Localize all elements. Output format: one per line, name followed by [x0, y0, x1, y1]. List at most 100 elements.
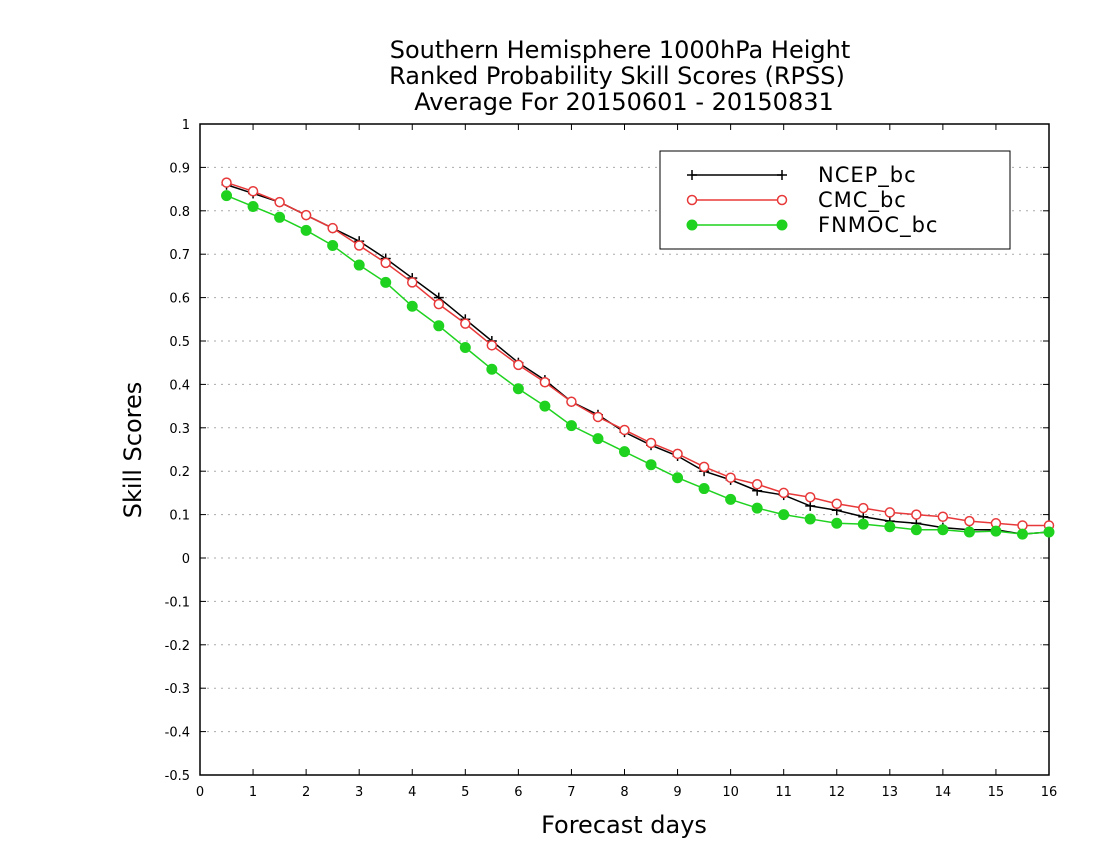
- data-point: [751, 502, 763, 514]
- y-axis-label: Skill Scores: [119, 382, 147, 519]
- data-point: [778, 509, 790, 521]
- legend-label: FNMOC_bc: [818, 213, 938, 238]
- data-point: [831, 517, 843, 529]
- x-tick-label: 3: [355, 785, 363, 800]
- data-point: [592, 411, 604, 423]
- data-point: [353, 240, 365, 251]
- data-point: [1043, 526, 1055, 538]
- legend-item: NCEP_bc: [687, 163, 917, 188]
- data-point: [672, 472, 684, 484]
- data-point: [831, 498, 842, 509]
- data-point: [698, 483, 710, 495]
- data-point: [539, 376, 551, 388]
- data-point: [380, 276, 392, 288]
- title-line-1: Southern Hemisphere 1000hPa Height: [390, 36, 850, 64]
- data-point: [725, 493, 737, 505]
- data-point: [300, 209, 312, 221]
- y-tick-label: 0.9: [169, 161, 190, 176]
- series-cmc-bc: [221, 177, 1055, 531]
- data-point: [1017, 520, 1028, 531]
- legend-marker: [686, 194, 698, 206]
- data-point: [247, 200, 259, 212]
- data-point: [725, 472, 736, 483]
- data-point: [619, 424, 630, 436]
- data-point: [937, 524, 949, 536]
- data-point: [433, 298, 445, 310]
- legend-item: FNMOC_bc: [686, 213, 938, 238]
- x-tick-label: 16: [1041, 785, 1058, 800]
- y-tick-label: 0.5: [169, 335, 190, 350]
- data-series: [221, 177, 1055, 540]
- y-tick-label: 0.7: [169, 248, 190, 263]
- data-point: [433, 320, 445, 332]
- x-tick-label: 5: [461, 785, 469, 800]
- y-tick-label: 0.6: [169, 292, 190, 307]
- x-tick-label: 1: [249, 785, 257, 800]
- y-tick-label: 0.3: [169, 422, 190, 437]
- axes: -0.5 -0.4 -0.3 -0.2 -0.1 0 0.1 0.2 0.3 0.4 0.5 0.6 0…: [165, 118, 1058, 800]
- y-tick-label: -0.3: [165, 682, 190, 697]
- data-point: [645, 459, 657, 471]
- legend-label: NCEP_bc: [818, 163, 917, 188]
- x-tick-label: 14: [935, 785, 952, 800]
- data-point: [539, 400, 551, 412]
- data-point: [565, 420, 577, 432]
- x-tick-label: 15: [988, 785, 1005, 800]
- data-point: [221, 177, 232, 188]
- data-point: [857, 518, 869, 530]
- data-point: [512, 383, 524, 395]
- data-point: [805, 500, 816, 511]
- data-point: [858, 502, 869, 514]
- data-point: [751, 478, 763, 490]
- data-point: [300, 224, 312, 236]
- data-point: [592, 433, 604, 445]
- x-tick-label: 12: [828, 785, 845, 800]
- data-point: [990, 525, 1002, 537]
- data-point: [1016, 528, 1028, 540]
- data-point: [380, 257, 391, 269]
- series-fnmoc-bc: [221, 190, 1055, 540]
- data-point: [884, 507, 896, 518]
- x-tick-label: 4: [408, 785, 416, 800]
- data-point: [619, 446, 630, 458]
- x-tick-label: 6: [514, 785, 522, 800]
- data-point: [327, 240, 339, 252]
- legend-marker: [686, 219, 698, 231]
- y-tick-label: -0.2: [165, 639, 190, 654]
- y-tick-label: 0.4: [169, 378, 190, 393]
- x-tick-label: 13: [882, 785, 899, 800]
- legend-marker: [687, 170, 697, 180]
- data-point: [459, 342, 471, 354]
- data-point: [274, 196, 285, 208]
- x-tick-label: 0: [196, 785, 204, 800]
- data-point: [911, 509, 922, 520]
- y-tick-label: 0.2: [169, 465, 190, 480]
- data-point: [486, 363, 498, 375]
- data-point: [778, 487, 789, 499]
- data-point: [964, 515, 975, 527]
- legend-label: CMC_bc: [818, 188, 907, 213]
- data-point: [804, 513, 816, 525]
- y-tick-label: 0.8: [169, 205, 190, 220]
- y-tick-label: 0.1: [169, 509, 190, 524]
- title-line-3: Average For 20150601 - 20150831: [414, 88, 834, 116]
- data-point: [937, 511, 949, 523]
- legend-item: CMC_bc: [686, 188, 907, 213]
- title-line-2: Ranked Probability Skill Scores (RPSS): [389, 62, 845, 90]
- data-point: [486, 340, 498, 351]
- x-axis-label: Forecast days: [541, 811, 707, 839]
- legend-marker: [776, 219, 788, 231]
- data-point: [221, 190, 233, 202]
- data-point: [513, 359, 524, 371]
- chart-title: Southern Hemisphere 1000hPa Height Ranke…: [389, 36, 850, 116]
- data-point: [645, 437, 657, 449]
- x-tick-label: 11: [775, 785, 792, 800]
- data-point: [407, 277, 418, 288]
- y-tick-label: 1: [182, 118, 190, 133]
- data-point: [406, 300, 418, 312]
- data-point: [353, 259, 365, 271]
- data-point: [884, 521, 896, 533]
- data-point: [327, 222, 338, 234]
